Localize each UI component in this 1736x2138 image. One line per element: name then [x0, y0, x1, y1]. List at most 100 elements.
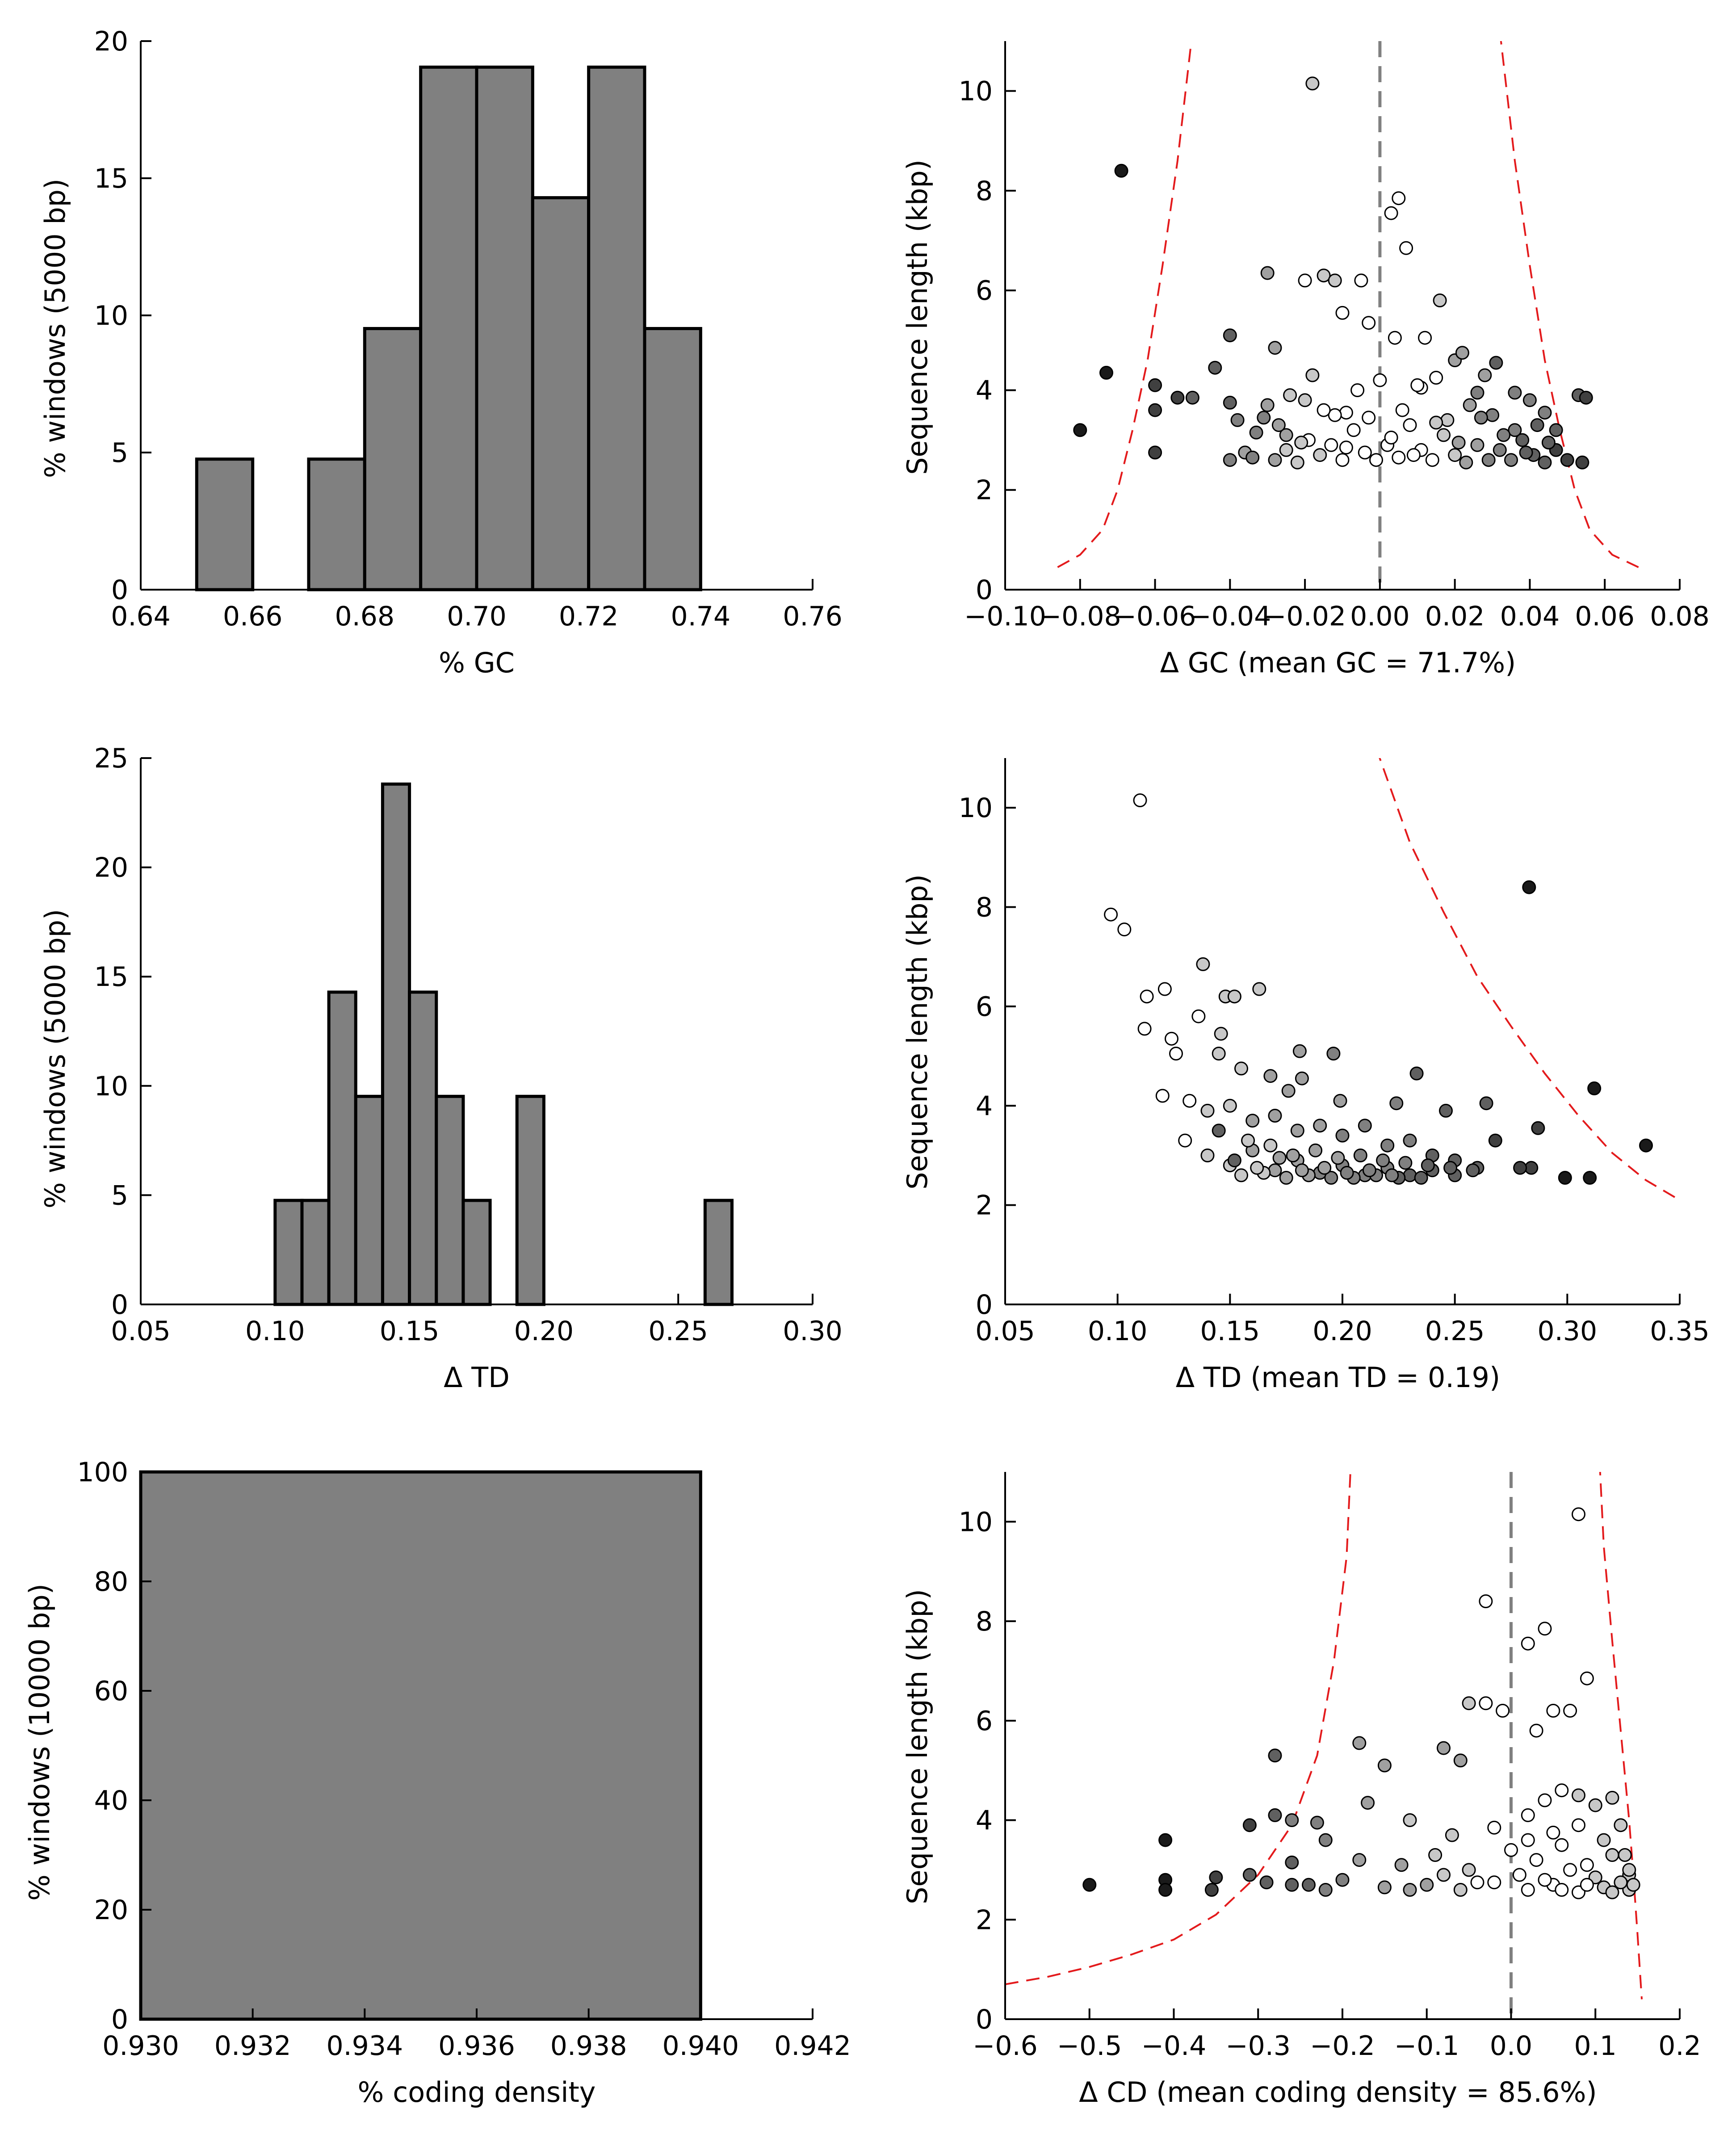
td_scatter-point: [1263, 1138, 1278, 1153]
td_scatter-point: [1403, 1133, 1417, 1148]
gc_hist-bar: [307, 457, 366, 591]
cd_scatter-y-tick-label: 2: [976, 1904, 993, 1936]
td_scatter-y-tick-label: 2: [976, 1190, 993, 1221]
gc_scatter-point: [1478, 368, 1492, 382]
cd_hist-y-tick-label: 60: [94, 1676, 128, 1707]
cd_hist-x-tick-label: 0.936: [438, 2030, 515, 2062]
td_scatter-point: [1488, 1133, 1502, 1148]
cd-scatter-xlabel: Δ CD (mean coding density = 85.6%): [1079, 2076, 1597, 2109]
td_scatter-point: [1376, 1153, 1390, 1168]
gc_scatter-point: [1470, 438, 1484, 452]
cd_scatter-point: [1538, 1793, 1552, 1807]
td_scatter-boundary-curve: [1379, 758, 1680, 1201]
gc_scatter-point: [1392, 191, 1406, 205]
cd_scatter-point: [1310, 1815, 1324, 1830]
gc_scatter-point: [1328, 408, 1342, 422]
cd_hist-bar: [139, 1470, 702, 2021]
cd_scatter-point: [1605, 1790, 1619, 1805]
td_hist-y-tick-label: 25: [94, 743, 128, 774]
gc_scatter-x-tick-label: 0.04: [1500, 601, 1560, 632]
cd_scatter-y-tick-label: 6: [976, 1706, 993, 1737]
cd_scatter-x-tick-label: 0.1: [1574, 2030, 1617, 2062]
gc_scatter-point: [1148, 445, 1162, 460]
td_hist-bar: [703, 1199, 734, 1306]
cd_scatter-point: [1082, 1878, 1097, 1892]
gc_scatter-point: [1541, 436, 1556, 450]
cd_hist-y-tick-label: 20: [94, 1895, 128, 1926]
td_hist-y-tick-label: 20: [94, 852, 128, 884]
cd_scatter-point: [1572, 1818, 1585, 1832]
td_scatter-point: [1639, 1138, 1653, 1153]
cd_hist-x-tick-label: 0.942: [774, 2030, 851, 2062]
cd_hist-y-tick-label: 40: [94, 1785, 128, 1816]
cd_scatter-point: [1563, 1704, 1577, 1718]
td_scatter-point: [1331, 1151, 1345, 1165]
td_scatter-x-tick-label: 0.10: [1088, 1316, 1148, 1347]
td_scatter-point: [1558, 1171, 1572, 1185]
gc_scatter-point: [1388, 331, 1402, 345]
gc-hist-xlabel: % GC: [439, 646, 515, 679]
gc_hist-bar: [587, 65, 646, 591]
gc-scatter-xlabel: Δ GC (mean GC = 71.7%): [1160, 646, 1516, 679]
cd_hist-x-tick-label: 0.938: [550, 2030, 627, 2062]
td-hist-xlabel: Δ TD: [444, 1361, 510, 1394]
td_scatter-point: [1326, 1047, 1341, 1061]
cd-hist-ylabel: % windows (10000 bp): [23, 1584, 56, 1901]
td_scatter-point: [1531, 1121, 1545, 1135]
cd_hist-x-tick-label: 0.930: [102, 2030, 179, 2062]
td_scatter-y-tick-label: 10: [959, 792, 993, 824]
gc_scatter-point: [1335, 306, 1350, 320]
gc_scatter-point: [1399, 241, 1413, 255]
cd_scatter-point: [1588, 1798, 1602, 1812]
td_scatter-point: [1104, 907, 1118, 922]
td_hist-y-tick-label: 0: [111, 1289, 128, 1321]
gc_scatter-x-tick-label: −0.06: [1114, 601, 1196, 632]
gc_scatter-point: [1350, 383, 1365, 397]
gc_scatter-point: [1384, 206, 1398, 220]
gc_scatter-point: [1148, 403, 1162, 417]
td_scatter-point: [1335, 1128, 1350, 1143]
td_scatter-point: [1308, 1143, 1323, 1157]
gc_scatter-point: [1279, 443, 1293, 457]
gc_scatter-point: [1230, 413, 1245, 427]
cd_scatter-point: [1487, 1875, 1501, 1890]
td_scatter-point: [1587, 1081, 1602, 1095]
gc_scatter-y-tick-label: 8: [976, 176, 993, 207]
td_scatter-point: [1333, 1094, 1347, 1108]
cd_scatter-point: [1487, 1820, 1501, 1835]
td_scatter-point: [1133, 793, 1147, 807]
cd_scatter-point: [1538, 1873, 1552, 1887]
cd_scatter-point: [1302, 1878, 1316, 1892]
gc_scatter-point: [1508, 423, 1522, 437]
gc-hist-ylabel: % windows (5000 bp): [39, 179, 71, 478]
gc_scatter-point: [1298, 393, 1312, 407]
cd_scatter-point: [1285, 1855, 1299, 1870]
td_scatter-point: [1245, 1114, 1260, 1128]
cd_hist-x-tick-label: 0.934: [326, 2030, 403, 2062]
gc_scatter-point: [1073, 423, 1087, 437]
gc_scatter-point: [1538, 406, 1552, 420]
gc_scatter-point: [1268, 341, 1282, 355]
td_scatter-point: [1250, 1161, 1264, 1175]
gc_scatter-point: [1410, 378, 1425, 392]
gc_scatter-point: [1508, 386, 1522, 400]
td_scatter-point: [1155, 1089, 1170, 1103]
gc_hist-bar: [475, 65, 534, 591]
cd_scatter-point: [1445, 1828, 1459, 1842]
cd_scatter-point: [1605, 1885, 1619, 1899]
td_hist-x-tick-label: 0.05: [111, 1316, 171, 1347]
cd_scatter-point: [1462, 1696, 1476, 1710]
cd_hist-y-tick-label: 80: [94, 1566, 128, 1597]
gc_scatter-point: [1493, 443, 1507, 457]
gc_scatter-point: [1298, 273, 1312, 288]
cd_scatter-x-tick-label: −0.1: [1394, 2030, 1459, 2062]
gc_hist-x-tick-label: 0.72: [559, 601, 619, 632]
gc_scatter-point: [1579, 390, 1593, 405]
td_scatter-point: [1212, 1123, 1226, 1138]
td_hist-bar: [381, 782, 411, 1306]
gc_scatter-point: [1208, 361, 1222, 375]
gc_scatter-x-tick-label: 0.00: [1350, 601, 1410, 632]
td_hist-bar: [273, 1199, 304, 1306]
gc_scatter-point: [1223, 328, 1237, 343]
cd_scatter-point: [1285, 1813, 1299, 1827]
